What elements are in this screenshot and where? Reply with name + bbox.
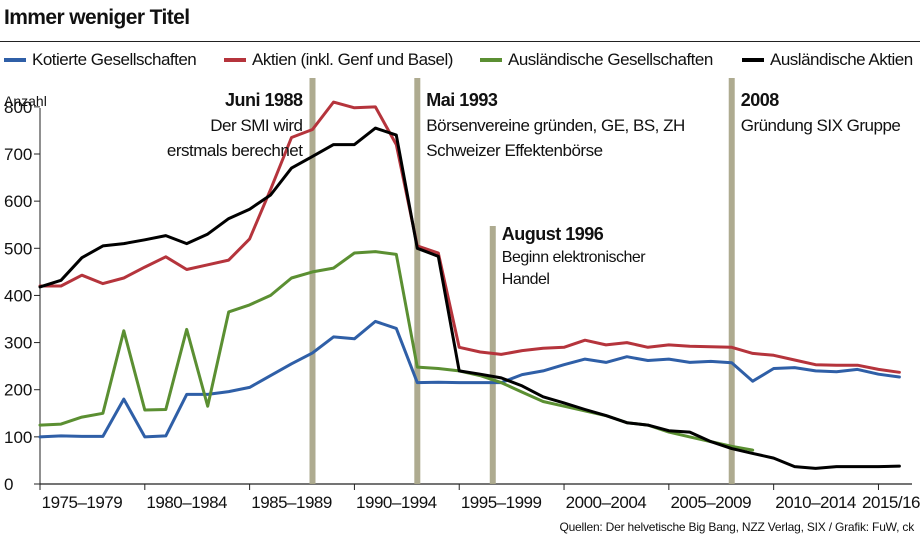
- annotation-mai-1993-text: Börsenvereine gründen, GE, BS, ZH: [426, 116, 684, 135]
- title-divider: [0, 41, 920, 42]
- legend-label-kotierte: Kotierte Gesellschaften: [32, 50, 197, 69]
- series-line-ausl-aktien: [38, 126, 901, 470]
- y-tick-label: 0: [4, 475, 13, 494]
- annotation-mai-1993-title: Mai 1993: [426, 90, 498, 110]
- x-tick-label: 2005–2009: [670, 493, 751, 512]
- x-tick-label: 1990–1994: [356, 493, 437, 512]
- y-axis-label: Anzahl: [4, 93, 47, 109]
- legend: Kotierte Gesellschaften Aktien (inkl. Ge…: [0, 50, 920, 76]
- source-note: Quellen: Der helvetische Big Bang, NZZ V…: [559, 520, 914, 534]
- legend-label-ausl-gesellschaften: Ausländische Gesellschaften: [508, 50, 713, 69]
- legend-item-ausl-gesellschaften: Ausländische Gesellschaften: [480, 50, 713, 70]
- x-tick-label: 1980–1984: [146, 493, 227, 512]
- legend-swatch-green: [480, 58, 502, 62]
- y-tick-label: 400: [4, 286, 32, 305]
- series-line-aktien: [38, 100, 901, 374]
- series-line-kotierte: [38, 319, 901, 439]
- annotation-juni-1988-title: Juni 1988: [225, 90, 303, 110]
- y-tick-label: 500: [4, 239, 32, 258]
- y-tick-label: 200: [4, 381, 32, 400]
- annotation-august-1996-text: Beginn elektronischer: [502, 249, 647, 266]
- legend-swatch-blue: [4, 58, 26, 62]
- x-tick-label: 1995–1999: [461, 493, 542, 512]
- annotation-marker-bar: [728, 78, 735, 484]
- x-tick-label: 2015/16: [862, 493, 920, 512]
- legend-item-kotierte: Kotierte Gesellschaften: [4, 50, 197, 70]
- legend-swatch-black: [742, 58, 764, 62]
- x-tick-label: 1985–1989: [251, 493, 332, 512]
- annotation-marker-bar: [414, 78, 421, 484]
- legend-item-aktien: Aktien (inkl. Genf und Basel): [224, 50, 453, 70]
- y-tick-label: 600: [4, 192, 32, 211]
- x-tick-label: 1975–1979: [42, 493, 123, 512]
- annotation-2008-text: Gründung SIX Gruppe: [741, 116, 901, 135]
- annotation-marker-bar: [489, 226, 496, 484]
- legend-item-ausl-aktien: Ausländische Aktien: [742, 50, 913, 70]
- y-tick-label: 300: [4, 334, 32, 353]
- y-tick-label: 100: [4, 428, 32, 447]
- y-tick-label: 800: [4, 98, 32, 117]
- chart-title: Immer weniger Titel: [4, 6, 190, 29]
- series-line-ausl-gesellschaften: [38, 250, 755, 452]
- annotation-juni-1988-text: erstmals berechnet: [167, 141, 303, 160]
- x-tick-label: 2000–2004: [566, 493, 647, 512]
- legend-label-ausl-aktien: Ausländische Aktien: [770, 50, 913, 69]
- annotation-marker-bar: [309, 78, 316, 484]
- legend-swatch-red: [224, 58, 246, 62]
- legend-label-aktien: Aktien (inkl. Genf und Basel): [252, 50, 453, 69]
- annotation-august-1996-text: Handel: [502, 271, 550, 288]
- x-tick-label: 2010–2014: [775, 493, 856, 512]
- annotation-juni-1988-text: Der SMI wird: [210, 116, 302, 135]
- annotation-mai-1993-text: Schweizer Effektenbörse: [426, 141, 602, 160]
- annotation-2008-title: 2008: [741, 90, 780, 110]
- annotation-august-1996-title: August 1996: [502, 224, 604, 244]
- y-tick-label: 700: [4, 145, 32, 164]
